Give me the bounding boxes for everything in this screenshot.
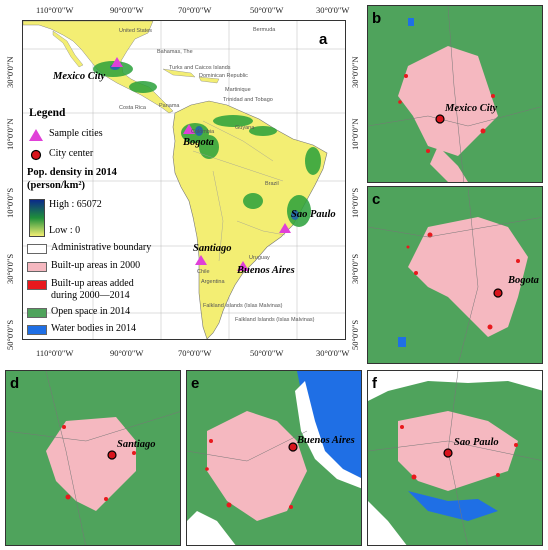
panel-b-map [368, 6, 542, 182]
panel-e-map [187, 371, 361, 545]
panel-d-center [107, 450, 117, 460]
sample-city-mexico-marker [111, 57, 123, 67]
overview-map-svg [23, 21, 345, 339]
panel-d-city: Santiago [117, 439, 156, 450]
panel-f-city: Sao Paulo [454, 437, 499, 448]
legend-sample-icon [29, 129, 43, 141]
right-tick-3: 10°0'0"S [350, 187, 360, 218]
panel-a-overview-map: United States Bermuda Bahamas, The Turks… [22, 20, 346, 340]
panel-d-label: d [10, 375, 20, 392]
panel-e-label: e [191, 375, 200, 392]
place-falkland: Falkland Islands (Islas Malvinas) [203, 303, 283, 309]
city-label-mexico: Mexico City [53, 71, 106, 82]
sample-city-bogota-marker [183, 124, 195, 134]
legend-admin-swatch [27, 244, 47, 254]
place-guyana: Guyana [235, 125, 255, 131]
top-tick-5: 30°0'0"W [316, 5, 350, 15]
legend-water-swatch [27, 325, 47, 335]
legend-city-center: City center [49, 148, 94, 159]
panel-d-santiago: d Santiago [5, 370, 181, 546]
right-tick-4: 30°0'0"S [350, 253, 360, 284]
bottom-tick-2: 90°0'0"W [110, 348, 144, 358]
sample-city-santiago-marker [195, 255, 207, 265]
legend-water: Water bodies in 2014 [51, 323, 137, 334]
legend-admin: Administrative boundary [51, 242, 152, 253]
place-trinidad: Trinidad and Tobago [223, 97, 273, 103]
sample-city-buenosaires-marker [237, 261, 249, 271]
panel-a-label: a [319, 31, 328, 48]
left-tick-2: 10°0'0"N [5, 118, 15, 150]
place-turks: Turks and Caicos Islands [169, 65, 231, 71]
legend-low: Low : 0 [49, 225, 81, 236]
place-martinique: Martinique [225, 87, 251, 93]
place-costa-rica: Costa Rica [119, 105, 146, 111]
legend-pop-title-2: (person/km²) [27, 180, 85, 191]
legend-added-swatch [27, 280, 47, 290]
panel-f-sao-paulo: f Sao Paulo [367, 370, 543, 546]
legend-center-icon [30, 149, 42, 161]
right-tick-1: 30°0'0"N [350, 56, 360, 88]
panel-e-buenos-aires: e Buenos Aires [186, 370, 362, 546]
panel-d-map [6, 371, 180, 545]
legend-builtup: Built-up areas in 2000 [51, 260, 141, 271]
panel-c-bogota: c Bogota [367, 186, 543, 364]
panel-e-city: Buenos Aires [297, 435, 355, 446]
bottom-tick-3: 70°0'0"W [178, 348, 212, 358]
place-argentina: Argentina [201, 279, 225, 285]
panel-c-city: Bogota [508, 275, 539, 286]
legend-high: High : 65072 [49, 199, 102, 210]
legend-title: Legend [29, 107, 66, 119]
panel-c-label: c [372, 191, 381, 208]
top-tick-1: 110°0'0"W [36, 5, 74, 15]
city-label-santiago: Santiago [193, 243, 232, 254]
legend-pop-title-1: Pop. density in 2014 [27, 167, 117, 178]
top-tick-2: 90°0'0"W [110, 5, 144, 15]
legend-builtup-swatch [27, 262, 47, 272]
panel-f-center [443, 448, 453, 458]
legend-added-2: during 2000—2014 [51, 290, 130, 301]
place-colombia: Colombia [191, 129, 215, 135]
place-uruguay: Uruguay [249, 255, 270, 261]
panel-c-map [368, 187, 542, 363]
legend: Legend Sample cities City center Pop. de… [23, 103, 193, 339]
left-tick-5: 50°0'0"S [5, 319, 15, 350]
legend-sample-cities: Sample cities [49, 128, 103, 139]
place-panama: Panama [159, 103, 180, 109]
sample-city-saopaulo-marker [279, 223, 291, 233]
left-tick-3: 10°0'0"S [5, 187, 15, 218]
panel-f-label: f [372, 375, 377, 392]
place-falkland-2: Falkland Islands (Islas Malvinas) [235, 317, 315, 323]
place-chile: Chile [197, 269, 210, 275]
panel-b-mexico-city: b Mexico City [367, 5, 543, 183]
right-tick-5: 50°0'0"S [350, 319, 360, 350]
place-bahamas: Bahamas, The [157, 49, 193, 55]
top-tick-4: 50°0'0"W [250, 5, 284, 15]
bottom-tick-5: 30°0'0"W [316, 348, 350, 358]
left-tick-4: 30°0'0"S [5, 253, 15, 284]
panel-b-center [435, 114, 445, 124]
legend-added-1: Built-up areas added [51, 278, 134, 289]
place-bermuda: Bermuda [253, 27, 276, 33]
panel-b-city: Mexico City [445, 103, 498, 114]
bottom-tick-4: 50°0'0"W [250, 348, 284, 358]
place-united-states: United States [119, 28, 153, 34]
right-tick-2: 10°0'0"N [350, 118, 360, 150]
city-label-saopaulo: Sao Paulo [291, 209, 336, 220]
place-brazil: Brazil [265, 181, 279, 187]
panel-f-map [368, 371, 542, 545]
place-dominican: Dominican Republic [199, 73, 248, 79]
bottom-tick-1: 110°0'0"W [36, 348, 74, 358]
legend-open-swatch [27, 308, 47, 318]
panel-c-center [493, 288, 503, 298]
panel-e-center [288, 442, 298, 452]
top-tick-3: 70°0'0"W [178, 5, 212, 15]
left-tick-1: 30°0'0"N [5, 56, 15, 88]
south-america-landmass [172, 100, 328, 339]
legend-density-ramp [29, 199, 45, 237]
panel-b-label: b [372, 10, 382, 27]
city-label-buenosaires: Buenos Aires [237, 265, 295, 276]
city-label-bogota: Bogota [183, 137, 214, 148]
legend-open: Open space in 2014 [51, 306, 131, 317]
